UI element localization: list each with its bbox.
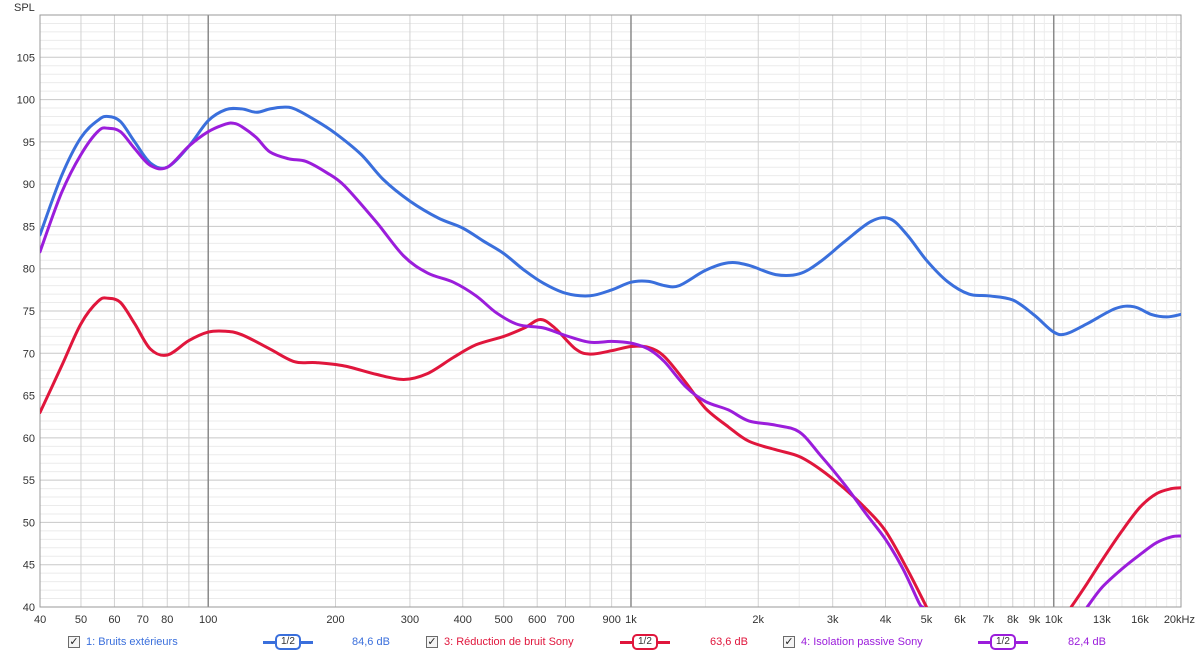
y-tick-label: 45 bbox=[23, 560, 35, 572]
legend-label-4: 4: Isolation passive Sony bbox=[801, 636, 923, 648]
x-tick-label: 4k bbox=[880, 614, 892, 626]
legend-swatch-3 bbox=[620, 640, 632, 644]
x-tick-label: 900 bbox=[602, 614, 620, 626]
x-tick-label: 200 bbox=[326, 614, 344, 626]
legend-item-4[interactable]: ✓ 4: Isolation passive Sony bbox=[783, 628, 923, 656]
y-tick-label: 100 bbox=[17, 95, 35, 107]
legend-bar: ✓ 1: Bruits extérieurs 1/2 84,6 dB ✓ 3: … bbox=[0, 628, 1200, 656]
y-axis-label: SPL bbox=[14, 2, 35, 14]
x-tick-label: 16k bbox=[1131, 614, 1149, 626]
legend-checkbox-1[interactable]: ✓ bbox=[68, 635, 80, 648]
legend-swatch-4 bbox=[978, 640, 990, 644]
y-tick-label: 80 bbox=[23, 264, 35, 276]
legend-level-3: 63,6 dB bbox=[710, 636, 748, 648]
legend-swatch-1b bbox=[300, 640, 313, 644]
y-tick-label: 90 bbox=[23, 179, 35, 191]
x-tick-label: 20kHz bbox=[1164, 614, 1195, 626]
smoothing-label-3[interactable]: 1/2 bbox=[632, 634, 658, 650]
smoothing-label-4[interactable]: 1/2 bbox=[990, 634, 1016, 650]
x-tick-label: 2k bbox=[752, 614, 764, 626]
smoothing-control-4[interactable]: 1/2 bbox=[978, 634, 1028, 650]
y-tick-label: 40 bbox=[23, 602, 35, 614]
x-tick-label: 700 bbox=[556, 614, 574, 626]
x-tick-label: 8k bbox=[1007, 614, 1019, 626]
x-tick-label: 13k bbox=[1093, 614, 1111, 626]
legend-level-4: 82,4 dB bbox=[1068, 636, 1106, 648]
x-tick-label: 1k bbox=[625, 614, 637, 626]
x-tick-label: 80 bbox=[161, 614, 173, 626]
legend-checkbox-3[interactable]: ✓ bbox=[426, 635, 438, 648]
x-tick-label: 300 bbox=[401, 614, 419, 626]
legend-swatch-3b bbox=[657, 640, 670, 644]
x-tick-label: 50 bbox=[75, 614, 87, 626]
x-tick-label: 500 bbox=[495, 614, 513, 626]
x-tick-label: 5k bbox=[921, 614, 933, 626]
x-tick-label: 70 bbox=[137, 614, 149, 626]
x-tick-label: 7k bbox=[982, 614, 994, 626]
y-tick-label: 75 bbox=[23, 306, 35, 318]
legend-item-1[interactable]: ✓ 1: Bruits extérieurs bbox=[68, 628, 178, 656]
y-tick-label: 60 bbox=[23, 433, 35, 445]
legend-item-3[interactable]: ✓ 3: Réduction de bruit Sony bbox=[426, 628, 574, 656]
x-tick-label: 6k bbox=[954, 614, 966, 626]
y-tick-label: 50 bbox=[23, 517, 35, 529]
legend-label-1: 1: Bruits extérieurs bbox=[86, 636, 178, 648]
series-reduction-bruit-sony-tail-line bbox=[1069, 486, 1181, 607]
series-isolation-passive-sony-line bbox=[40, 121, 925, 607]
smoothing-control-1[interactable]: 1/2 bbox=[263, 634, 313, 650]
y-tick-label: 85 bbox=[23, 221, 35, 233]
y-tick-label: 65 bbox=[23, 391, 35, 403]
series-isolation-passive-sony-tail-line bbox=[1085, 534, 1181, 607]
y-tick-label: 70 bbox=[23, 348, 35, 360]
legend-swatch-4b bbox=[1015, 640, 1028, 644]
y-tick-label: 55 bbox=[23, 475, 35, 487]
smoothing-label-1[interactable]: 1/2 bbox=[275, 634, 301, 650]
legend-level-1: 84,6 dB bbox=[352, 636, 390, 648]
x-tick-label: 400 bbox=[454, 614, 472, 626]
x-tick-label: 100 bbox=[199, 614, 217, 626]
legend-checkbox-4[interactable]: ✓ bbox=[783, 635, 795, 648]
x-tick-label: 40 bbox=[34, 614, 46, 626]
x-tick-label: 60 bbox=[108, 614, 120, 626]
x-tick-label: 10k bbox=[1045, 614, 1063, 626]
legend-label-3: 3: Réduction de bruit Sony bbox=[444, 636, 574, 648]
x-tick-label: 600 bbox=[528, 614, 546, 626]
series-bruits-exterieurs-line bbox=[40, 105, 1181, 337]
x-tick-label: 3k bbox=[827, 614, 839, 626]
frequency-response-chart: 40 45 50 55 60 65 70 75 80 85 90 95 100 105 SPL 40 50 60 7… bbox=[14, 2, 1195, 626]
legend-swatch-1 bbox=[263, 640, 275, 644]
series-reduction-bruit-sony-line bbox=[40, 296, 928, 607]
y-tick-label: 95 bbox=[23, 137, 35, 149]
smoothing-control-3[interactable]: 1/2 bbox=[620, 634, 670, 650]
plot-frame bbox=[39, 14, 1182, 608]
y-tick-label: 105 bbox=[17, 52, 35, 64]
x-tick-label: 9k bbox=[1029, 614, 1041, 626]
